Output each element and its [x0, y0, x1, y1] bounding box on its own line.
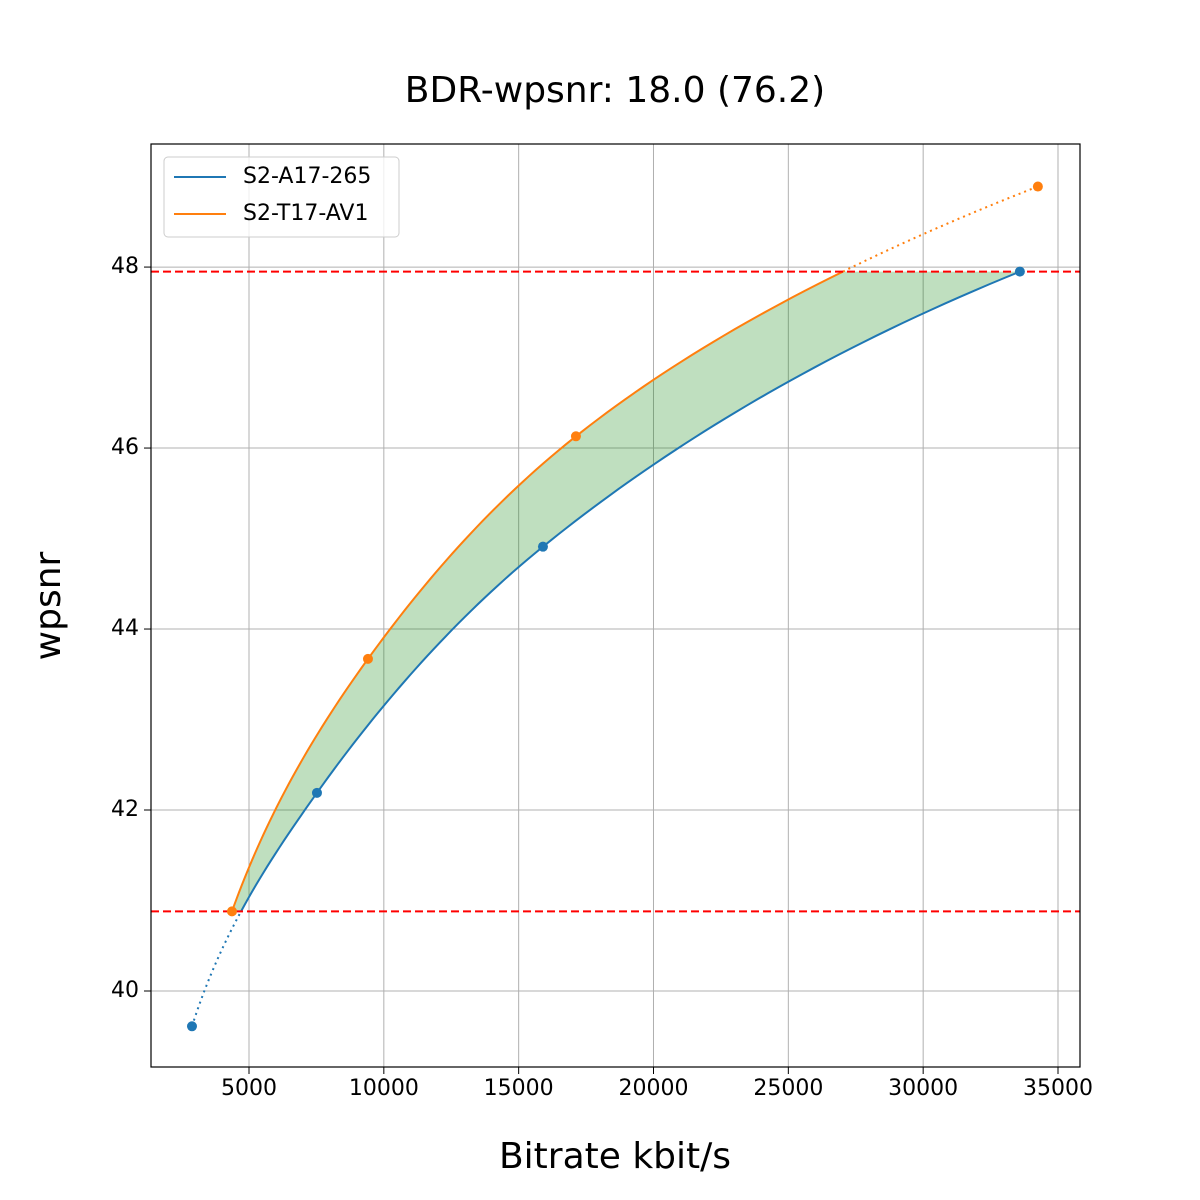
data-point — [537, 541, 548, 552]
x-axis-label: Bitrate kbit/s — [499, 1136, 731, 1177]
y-tick-label: 40 — [111, 978, 139, 1003]
data-point — [362, 653, 373, 664]
plot-frame — [150, 143, 1081, 1068]
y-tick-label: 46 — [111, 435, 139, 460]
x-tick-label: 10000 — [349, 1076, 419, 1101]
data-point — [570, 431, 581, 442]
x-tick-label: 25000 — [753, 1076, 823, 1101]
x-tick-label: 20000 — [618, 1076, 688, 1101]
chart-title: BDR-wpsnr: 18.0 (76.2) — [405, 70, 825, 111]
bd-area — [231, 271, 1020, 912]
y-tick-label: 42 — [111, 797, 139, 822]
y-tick-label: 44 — [111, 616, 139, 641]
y-axis-label: wpsnr — [28, 551, 69, 660]
x-tick-label: 30000 — [888, 1076, 958, 1101]
legend-label: S2-A17-265 — [243, 164, 371, 189]
extrapolated-curve — [842, 185, 1039, 273]
data-point — [186, 1021, 197, 1032]
fit-curve — [231, 270, 844, 912]
legend-label: S2-T17-AV1 — [243, 201, 368, 226]
fit-curve — [240, 270, 1021, 912]
legend: S2-A17-265 S2-T17-AV1 — [163, 156, 400, 238]
x-tick-label: 35000 — [1023, 1076, 1093, 1101]
extrapolated-curve — [191, 910, 242, 1027]
x-tick-label: 15000 — [484, 1076, 554, 1101]
data-point — [311, 787, 322, 798]
y-tick-label: 48 — [111, 254, 139, 279]
x-tick-label: 5000 — [221, 1076, 277, 1101]
data-point — [226, 906, 237, 917]
data-point — [1014, 266, 1025, 277]
data-point — [1032, 181, 1043, 192]
